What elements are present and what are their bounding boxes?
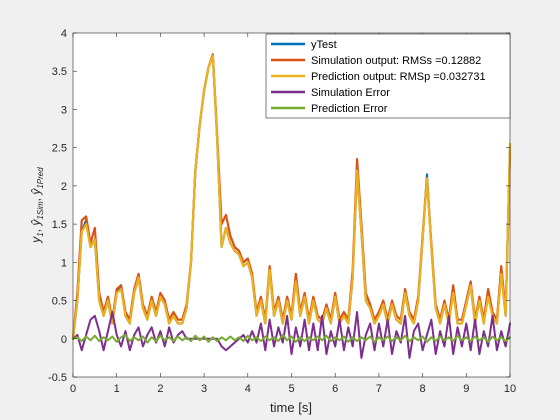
y-axis-label-yhat-pred: ŷ — [29, 188, 43, 196]
y-tick-label: 0.5 — [52, 296, 67, 308]
legend-label: Simulation output: RMSs =0.12882 — [311, 55, 481, 67]
x-tick-label: 4 — [245, 383, 251, 395]
y-tick-label: -0.5 — [48, 372, 67, 384]
x-tick-label: 1 — [114, 383, 120, 395]
y-axis-label-yhat-sim-sub: 1Sim — [36, 201, 45, 220]
y-tick-label: 3.5 — [52, 66, 67, 78]
legend-box — [265, 33, 511, 119]
x-tick-label: 0 — [70, 383, 76, 395]
x-axis-label: time [s] — [270, 400, 312, 415]
series-layer — [71, 53, 512, 359]
y-tick-label: 2 — [61, 181, 67, 193]
x-tick-label: 5 — [288, 383, 294, 395]
y-tick-label: 1.5 — [52, 219, 67, 231]
legend-label: yTest — [311, 39, 337, 51]
x-tick-label: 7 — [376, 383, 382, 395]
series-line-prediction-error — [72, 333, 511, 344]
series-line-prediction-output-rmsp-0-032731 — [71, 54, 512, 340]
y-axis-label-yhat-pred-sub: 1Pred — [36, 167, 45, 189]
x-tick-label: 2 — [157, 383, 163, 395]
y-axis-label-y1: y — [29, 236, 43, 244]
y-tick-label: 3 — [61, 104, 67, 116]
x-tick-label: 10 — [504, 383, 516, 395]
x-tick-label: 3 — [201, 383, 207, 395]
y-axis-label-sep1: , — [29, 226, 43, 233]
x-axis: 0 1 2 3 4 5 6 7 8 9 10 — [70, 33, 516, 395]
y-tick-label: 2.5 — [52, 143, 67, 155]
y-tick-label: 0 — [61, 334, 67, 346]
y-axis-label-y1-sub: 1 — [36, 232, 45, 236]
y-axis-label: y1, ŷ1Sim, ŷ1Pred — [29, 167, 45, 244]
x-tick-label: 8 — [420, 383, 426, 395]
x-tick-label: 9 — [463, 383, 469, 395]
y-axis-label-sep2: , — [29, 195, 43, 202]
legend-label: Prediction output: RMSp =0.032731 — [311, 71, 486, 83]
series-line-simulation-error — [72, 311, 511, 359]
legend-label: Prediction Error — [311, 103, 388, 115]
legend-label: Simulation Error — [311, 87, 390, 99]
y-tick-label: 1 — [61, 257, 67, 269]
y-axis: -0.5 0 0.5 1 1.5 2 2.5 3 3.5 4 — [48, 28, 510, 384]
y-axis-label-yhat-sim: ŷ — [29, 219, 43, 227]
svg-text:y1, ŷ1Sim, ŷ1Pred: y1, ŷ1Sim, ŷ1Pred — [29, 167, 45, 244]
x-tick-label: 6 — [332, 383, 338, 395]
legend: yTest Simulation output: RMSs =0.12882 Pre… — [265, 33, 511, 119]
y-tick-label: 4 — [61, 28, 67, 40]
